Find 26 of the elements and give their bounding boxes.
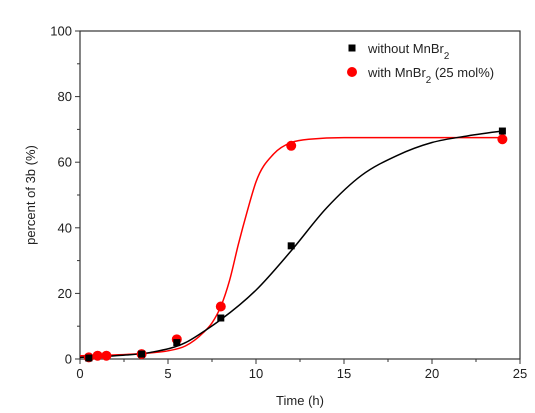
- y-tick-label: 0: [64, 352, 72, 366]
- point: [286, 140, 296, 151]
- point: [288, 242, 295, 250]
- x-tick-label: 10: [248, 366, 264, 381]
- x-tick-label: 20: [424, 366, 440, 381]
- point: [92, 350, 103, 361]
- y-tick-label: 80: [58, 89, 72, 104]
- y-tick-label: 100: [50, 24, 72, 38]
- y-tick-label: 60: [58, 154, 72, 170]
- point: [101, 350, 112, 361]
- x-axis-title: Time (h): [276, 393, 324, 408]
- x-tick-label: 0: [76, 366, 84, 381]
- y-tick-label: 20: [58, 286, 72, 301]
- y-tick-label: 40: [58, 220, 72, 236]
- point: [85, 354, 92, 362]
- x-tick-label: 5: [164, 366, 172, 381]
- legend-label: without MnBr$_{2}$: [367, 41, 450, 62]
- y-axis-title: percent of 3b (%): [23, 145, 38, 245]
- x-tick-label: 15: [336, 366, 352, 381]
- point: [498, 128, 506, 135]
- x-tick-label: 25: [512, 366, 528, 381]
- legend-label: with MnBr$_{2}$ (25 mol%): [367, 65, 494, 86]
- point: [217, 314, 224, 322]
- point: [173, 339, 180, 346]
- point: [216, 302, 226, 312]
- point: [497, 134, 508, 144]
